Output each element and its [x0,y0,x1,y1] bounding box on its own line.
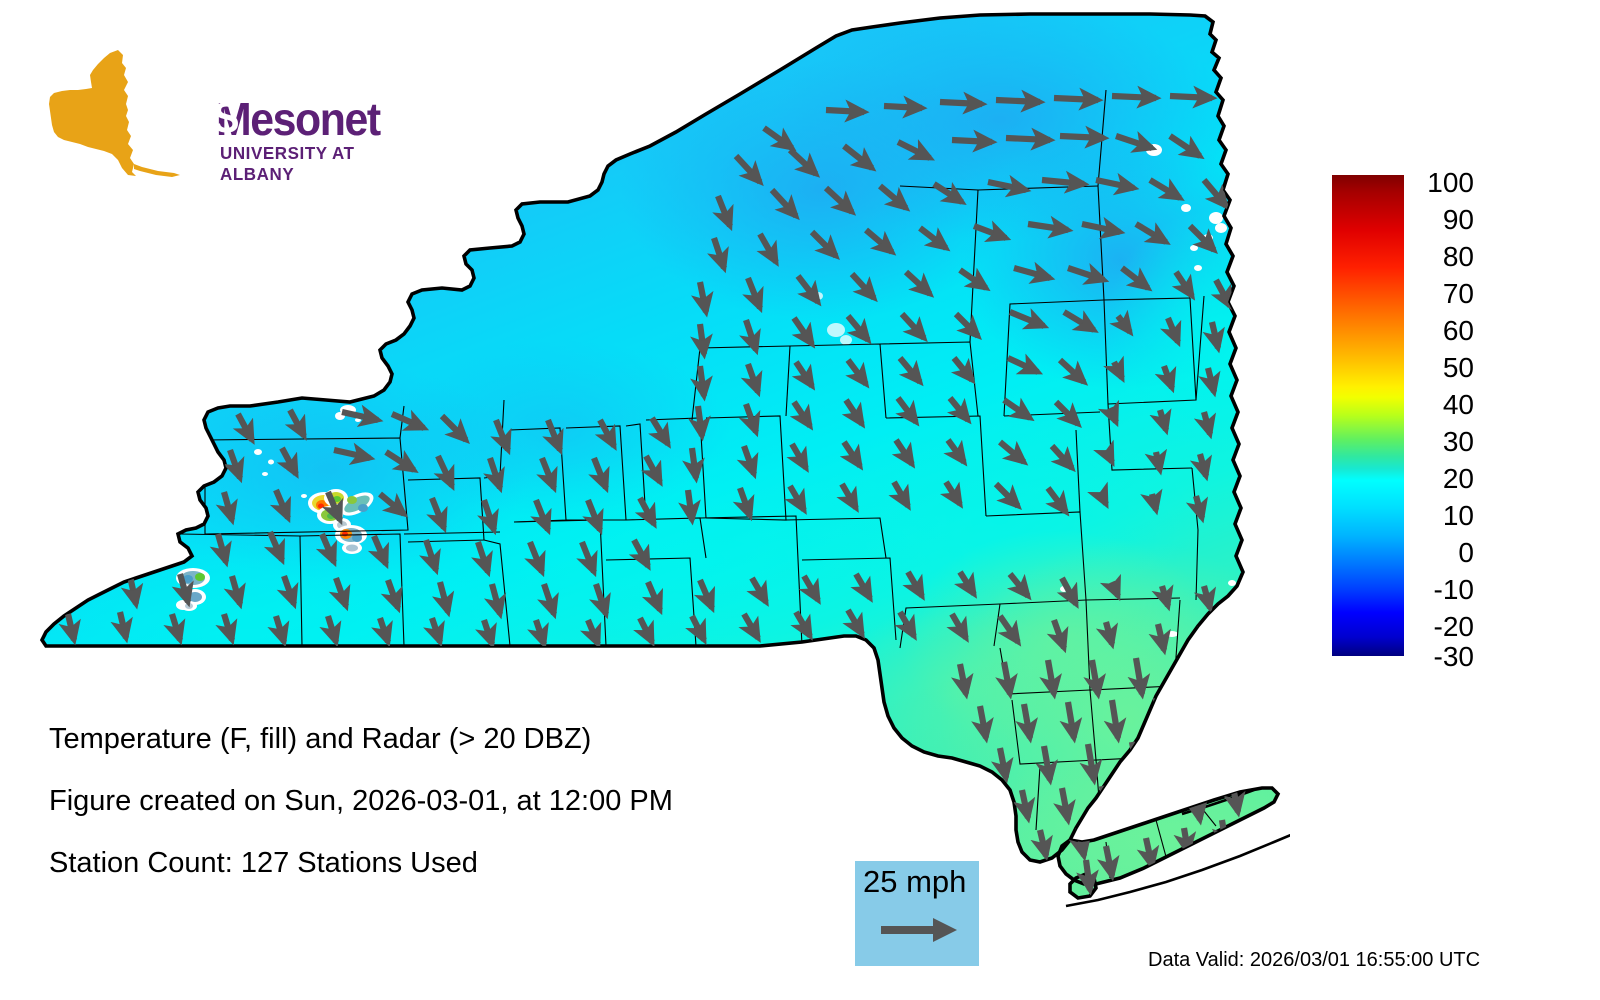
colorbar-gradient [1332,175,1404,656]
logo-nys-text: NYS [160,94,240,142]
colorbar-tick: 70 [1442,278,1474,309]
colorbar-tick: 60 [1442,315,1474,346]
nys-mesonet-logo: NYS Mesonet UNIVERSITY AT ALBANY [48,48,398,184]
data-valid-timestamp: Data Valid: 2026/03/01 16:55:00 UTC [1148,949,1481,971]
figure-created-caption: Figure created on Sun, 2026-03-01, at 12… [49,785,673,817]
logo-university-text: UNIVERSITY AT ALBANY [220,143,355,184]
colorbar-tick: 90 [1442,204,1474,235]
colorbar-tick: 0 [1458,537,1474,568]
ny-state-silhouette-icon [49,50,180,177]
new-york-temperature-map[interactable] [0,0,1290,960]
colorbar-tick: 80 [1442,241,1474,272]
colorbar-tick: -30 [1433,641,1474,672]
colorbar-tick-labels: 100 90 80 70 60 50 40 30 20 10 0 -10 -20… [1412,164,1492,674]
colorbar-tick: 40 [1442,389,1474,420]
colorbar-tick: 50 [1442,352,1474,383]
colorbar-tick: 30 [1442,426,1474,457]
temperature-colorbar [1332,175,1404,656]
colorbar-tick: -20 [1433,611,1474,642]
colorbar-tick: -10 [1433,574,1474,605]
colorbar-tick: 10 [1442,500,1474,531]
station-count-caption: Station Count: 127 Stations Used [49,847,478,879]
colorbar-tick: 20 [1442,463,1474,494]
wind-scale-label: 25 mph [863,864,967,899]
radar-light-echo-pixels [254,144,1257,637]
wind-scale-legend: 25 mph [855,861,979,966]
plot-title-caption: Temperature (F, fill) and Radar (> 20 DB… [49,723,592,755]
logo-mesonet-text: Mesonet [216,93,381,145]
wind-reference-arrow-icon [881,918,957,942]
colorbar-tick: 100 [1427,167,1474,198]
